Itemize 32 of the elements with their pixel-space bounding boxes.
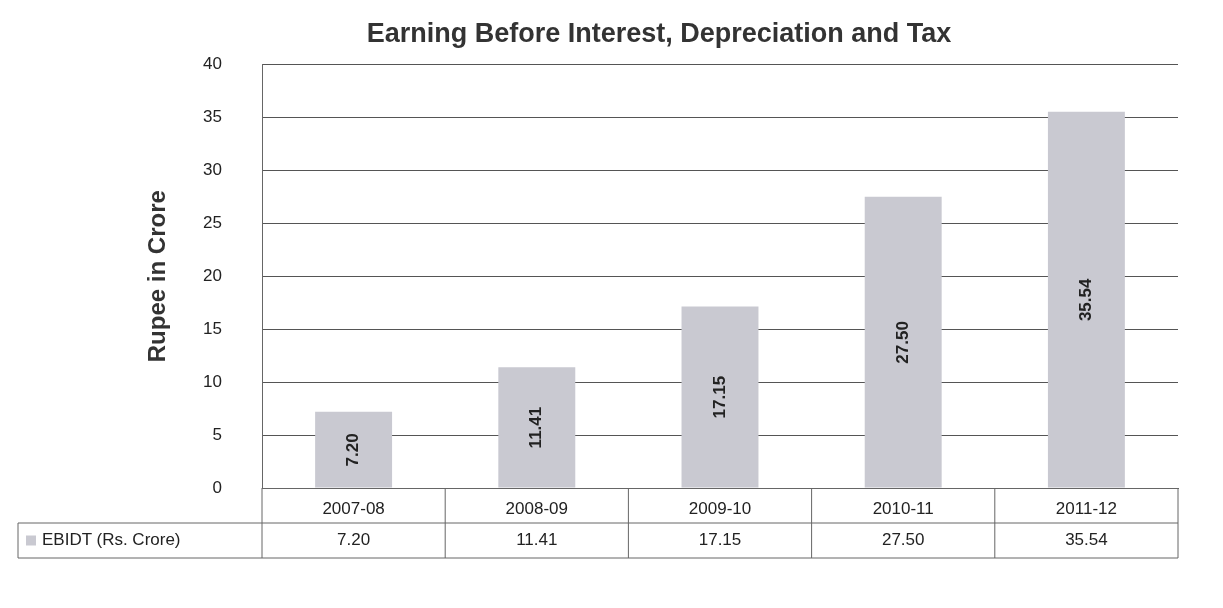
chart-title: Earning Before Interest, Depreciation and Tax: [366, 17, 952, 48]
text: 35.54: [1076, 278, 1096, 322]
bar: [498, 367, 576, 488]
y-tick-label: 35: [203, 107, 222, 127]
y-axis-title: Rupee in Crore: [143, 190, 171, 363]
x-tick-label: 2008-09: [505, 498, 568, 518]
legend-label: EBIDT (Rs. Crore): [42, 530, 181, 550]
x-tick-label: 2009-10: [688, 498, 752, 518]
y-tick-label: 10: [203, 371, 222, 391]
bar: [315, 411, 393, 488]
text: 27.50: [892, 321, 912, 364]
data-label: 27.50: [881, 530, 925, 550]
y-tick-label: 20: [203, 265, 222, 285]
data-label: 35.54: [1065, 530, 1108, 550]
y-tick-label: 30: [203, 159, 222, 179]
y-tick-label: 40: [203, 54, 222, 74]
data-label: 11.41: [516, 530, 558, 550]
data-label: 7.20: [337, 530, 371, 550]
text: 17.15: [709, 375, 729, 419]
y-tick-label: 25: [203, 212, 222, 232]
x-tick-label: 2011-12: [1055, 498, 1117, 518]
y-tick-label: 5: [212, 424, 222, 444]
bar: [681, 306, 759, 488]
y-tick-label: 0: [212, 477, 222, 497]
x-tick-label: 2010-11: [872, 498, 934, 518]
bar: [1047, 111, 1125, 488]
bar: [864, 196, 942, 488]
y-tick-label: 15: [203, 318, 222, 338]
text: 11.41: [526, 406, 546, 449]
text: 7.20: [343, 433, 363, 467]
data-label: 17.15: [698, 530, 742, 550]
x-tick-label: 2007-08: [322, 498, 385, 518]
